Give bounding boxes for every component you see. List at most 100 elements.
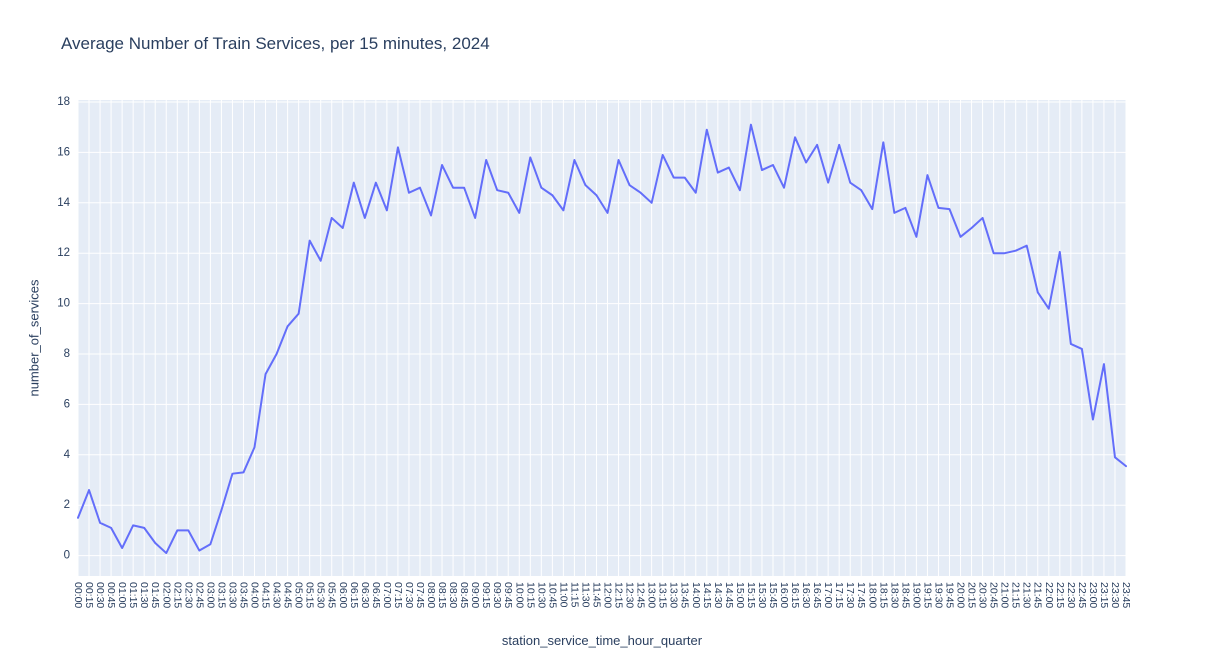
y-tick-label: 18 — [57, 96, 70, 108]
x-tick-label: 14:00 — [690, 582, 702, 608]
x-tick-label: 15:15 — [745, 582, 757, 608]
y-tick-label: 14 — [57, 197, 70, 209]
x-tick-label: 22:00 — [1043, 582, 1055, 608]
x-tick-label: 20:15 — [966, 582, 978, 608]
x-tick-label: 20:30 — [977, 582, 989, 608]
y-tick-label: 16 — [57, 146, 70, 158]
x-tick-label: 17:00 — [822, 582, 834, 608]
x-tick-label: 11:00 — [557, 582, 569, 608]
x-tick-label: 16:30 — [800, 582, 812, 608]
x-tick-label: 12:30 — [624, 582, 636, 608]
x-tick-label: 11:30 — [579, 582, 591, 608]
x-tick-label: 10:45 — [546, 582, 558, 608]
x-tick-label: 03:45 — [237, 582, 249, 608]
x-tick-label: 04:15 — [260, 582, 272, 608]
x-tick-label: 12:15 — [613, 582, 625, 608]
x-tick-label: 04:00 — [249, 582, 261, 608]
x-tick-label: 19:00 — [910, 582, 922, 608]
x-tick-label: 06:30 — [359, 582, 371, 608]
x-tick-label: 00:45 — [105, 582, 117, 608]
plot-background — [78, 100, 1126, 576]
x-tick-label: 03:30 — [226, 582, 238, 608]
x-tick-label: 10:00 — [513, 582, 525, 608]
x-tick-label: 17:45 — [855, 582, 867, 608]
x-tick-label: 15:45 — [767, 582, 779, 608]
chart-title: Average Number of Train Services, per 15… — [61, 34, 490, 53]
x-tick-label: 01:30 — [138, 582, 150, 608]
x-tick-label: 04:45 — [282, 582, 294, 608]
x-tick-label: 15:30 — [756, 582, 768, 608]
x-tick-label: 12:00 — [602, 582, 614, 608]
x-tick-label: 09:45 — [502, 582, 514, 608]
x-tick-label: 16:15 — [789, 582, 801, 608]
y-tick-label: 6 — [64, 398, 70, 410]
x-tick-label: 13:15 — [657, 582, 669, 608]
x-tick-label: 07:15 — [392, 582, 404, 608]
x-tick-label: 02:15 — [171, 582, 183, 608]
x-tick-label: 06:45 — [370, 582, 382, 608]
x-tick-label: 11:15 — [568, 582, 580, 608]
line-series — [77, 123, 1127, 555]
x-tick-label: 11:45 — [590, 582, 602, 608]
x-tick-label: 14:45 — [723, 582, 735, 608]
x-tick-label: 01:00 — [116, 582, 128, 608]
y-tick-label: 8 — [64, 348, 70, 360]
x-tick-label: 04:30 — [271, 582, 283, 608]
x-tick-label: 00:30 — [94, 582, 106, 608]
x-axis-title: station_service_time_hour_quarter — [501, 633, 703, 648]
x-tick-label: 19:15 — [921, 582, 933, 608]
x-tick-label: 08:45 — [458, 582, 470, 608]
x-tick-label: 16:00 — [778, 582, 790, 608]
x-tick-label: 22:45 — [1076, 582, 1088, 608]
x-tick-label: 10:15 — [524, 582, 536, 608]
x-tick-label: 01:15 — [127, 582, 139, 608]
y-tick-label: 10 — [57, 298, 70, 310]
x-tick-label: 14:30 — [712, 582, 724, 608]
x-tick-label: 21:30 — [1021, 582, 1033, 608]
x-tick-label: 05:30 — [315, 582, 327, 608]
x-tick-label: 12:45 — [635, 582, 647, 608]
x-tick-label: 23:45 — [1120, 582, 1132, 608]
x-tick-label: 05:00 — [293, 582, 305, 608]
x-tick-label: 03:00 — [204, 582, 216, 608]
x-tick-label: 23:30 — [1109, 582, 1121, 608]
x-tick-label: 02:30 — [182, 582, 194, 608]
x-tick-label: 00:15 — [83, 582, 95, 608]
x-tick-label: 13:00 — [646, 582, 658, 608]
x-tick-label: 05:15 — [304, 582, 316, 608]
x-tick-label: 07:45 — [414, 582, 426, 608]
x-tick-label: 23:00 — [1087, 582, 1099, 608]
x-tick-label: 21:00 — [999, 582, 1011, 608]
x-tick-label: 07:00 — [381, 582, 393, 608]
x-tick-label: 19:30 — [932, 582, 944, 608]
y-tick-label: 12 — [57, 247, 70, 259]
x-tick-label: 17:15 — [833, 582, 845, 608]
x-tick-label: 09:30 — [491, 582, 503, 608]
x-tick-label: 18:00 — [866, 582, 878, 608]
x-tick-label: 10:30 — [535, 582, 547, 608]
x-tick-label: 06:15 — [348, 582, 360, 608]
y-tick-label: 0 — [64, 550, 70, 562]
x-tick-label: 15:00 — [734, 582, 746, 608]
x-tick-label: 08:30 — [447, 582, 459, 608]
y-tick-label: 4 — [64, 449, 71, 461]
x-tick-label: 02:00 — [160, 582, 172, 608]
x-tick-label: 22:30 — [1065, 582, 1077, 608]
x-tick-label: 20:00 — [955, 582, 967, 608]
x-tick-label: 06:00 — [337, 582, 349, 608]
x-tick-label: 21:45 — [1032, 582, 1044, 608]
x-tick-label: 22:15 — [1054, 582, 1066, 608]
x-tick-label: 07:30 — [403, 582, 415, 608]
x-tick-label: 13:30 — [668, 582, 680, 608]
x-tick-label: 21:15 — [1010, 582, 1022, 608]
x-tick-label: 09:15 — [480, 582, 492, 608]
x-tick-label: 02:45 — [193, 582, 205, 608]
x-tick-label: 09:00 — [469, 582, 481, 608]
x-tick-label: 17:30 — [844, 582, 856, 608]
y-tick-label: 2 — [64, 499, 70, 511]
x-tick-label: 01:45 — [149, 582, 161, 608]
x-tick-label: 16:45 — [811, 582, 823, 608]
x-tick-label: 03:15 — [215, 582, 227, 608]
